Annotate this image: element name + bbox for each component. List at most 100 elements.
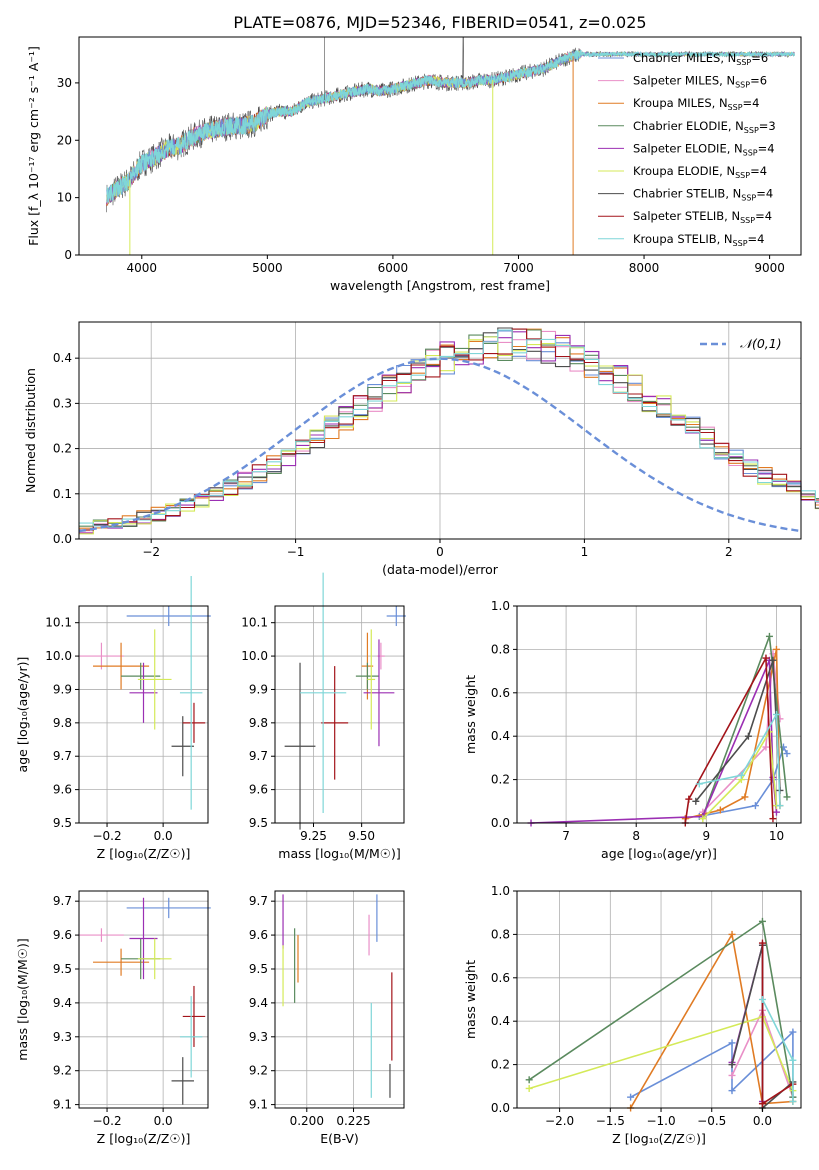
y-tick-label: 0.0 — [491, 816, 510, 830]
y-tick-label: 9.5 — [249, 962, 268, 976]
axes-frame — [516, 890, 802, 1109]
y-tick-label: 10.1 — [241, 616, 268, 630]
x-tick-label: 7 — [562, 829, 570, 843]
y-tick-label: 30 — [57, 76, 72, 90]
axes-frame — [274, 890, 405, 1109]
x-tick-label: −0.5 — [697, 1114, 726, 1128]
legend-suffix: =4 — [756, 187, 773, 201]
x-axis-label: age [log₁₀(age/yr)] — [601, 846, 717, 861]
y-tick-label: 9.6 — [249, 783, 268, 797]
y-tick-label: 9.5 — [249, 816, 268, 830]
x-tick-label: 7000 — [503, 261, 534, 275]
y-tick-label: 0.2 — [491, 1058, 510, 1072]
y-tick-label: 9.1 — [249, 1098, 268, 1112]
spectrum-legend: Chabrier MILES, NSSP=6 Salpeter MILES, NS… — [598, 51, 776, 248]
x-tick-label: 4000 — [127, 261, 158, 275]
x-tick-label: 0.0 — [154, 1114, 173, 1128]
y-tick-label: 10.1 — [45, 616, 72, 630]
x-tick-label: −2.0 — [545, 1114, 574, 1128]
y-tick-label: 9.7 — [53, 749, 72, 763]
y-tick-label: 0.8 — [491, 642, 510, 656]
weight-line-kroupa_elodie — [702, 729, 778, 820]
mass-weight-vs-age-panel: 7 8 9 10 0.0 0.2 0.4 0.6 0.8 1.0 age [log₁₀(age/yr… — [463, 599, 802, 861]
y-tick-label: 9.1 — [53, 1098, 72, 1112]
y-tick-label: 0.1 — [53, 487, 72, 501]
axes-frame — [78, 605, 209, 824]
y-tick-label: 0.2 — [491, 773, 510, 787]
y-tick-label: 9.5 — [53, 962, 72, 976]
x-tick-label: −0.2 — [92, 1114, 121, 1128]
legend-suffix: =6 — [751, 51, 768, 65]
x-tick-label: 9000 — [754, 261, 785, 275]
weight-line-kroupa_miles — [629, 932, 793, 1109]
y-tick-label: 9.3 — [53, 1030, 72, 1044]
x-tick-label: 8 — [632, 829, 640, 843]
weight-line-salpeter_miles — [702, 653, 781, 813]
y-tick-label: 10.0 — [45, 649, 72, 663]
spectrum-panel: Chabrier MILES, NSSP=6 Salpeter MILES, NS… — [26, 36, 802, 293]
y-tick-label: 0.6 — [491, 686, 510, 700]
x-tick-label: 0.225 — [336, 1114, 370, 1128]
x-axis-label: (data-model)/error — [382, 562, 499, 577]
axes-frame — [78, 890, 209, 1109]
y-axis-label: Flux [f_λ 10⁻¹⁷ erg cm⁻² s⁻¹ A⁻¹] — [26, 46, 41, 246]
y-tick-label: 0.0 — [491, 1101, 510, 1115]
legend-suffix: =3 — [759, 119, 776, 133]
y-tick-label: 0 — [64, 248, 72, 262]
x-tick-label: 1 — [581, 545, 589, 559]
y-tick-label: 0.4 — [491, 1014, 510, 1028]
y-tick-label: 9.7 — [249, 894, 268, 908]
legend-suffix: =4 — [755, 209, 772, 223]
x-axis-label: Z [log₁₀(Z/Z☉)] — [97, 1131, 191, 1146]
x-tick-label: 10 — [769, 829, 784, 843]
x-tick-label: 9.25 — [300, 829, 327, 843]
x-tick-label: 5000 — [252, 261, 283, 275]
y-tick-label: 10 — [57, 191, 72, 205]
y-tick-label: 9.7 — [53, 894, 72, 908]
y-tick-label: 9.4 — [249, 996, 268, 1010]
legend-subscript: SSP — [733, 239, 748, 248]
legend-suffix: =4 — [750, 164, 767, 178]
x-axis-label: Z [log₁₀(Z/Z☉)] — [97, 846, 191, 861]
y-tick-label: 9.3 — [249, 1030, 268, 1044]
weight-line-salpeter_stelib — [684, 655, 774, 824]
legend-label: Salpeter ELODIE, NSSP=4 — [633, 141, 775, 157]
legend-subscript: SSP — [741, 194, 756, 203]
y-axis-label: mass weight — [463, 675, 478, 754]
mass-vs-extinction-panel: 0.200 0.225 9.1 9.2 9.3 9.4 9.5 9.6 9.7 E(B-V) — [249, 890, 405, 1146]
x-tick-label: 0.200 — [290, 1114, 324, 1128]
y-tick-label: 9.6 — [53, 783, 72, 797]
y-tick-label: 0.8 — [491, 927, 510, 941]
legend-subscript: SSP — [740, 216, 755, 225]
residual-histogram-panel: 𝒩(0,1) −2 −1 0 1 2 0.0 0.1 0.2 0.3 0.4 (data-model)… — [23, 321, 819, 577]
x-axis-label: mass [log₁₀(M/M☉)] — [278, 846, 400, 861]
weight-line-kroupa_stelib — [699, 711, 781, 806]
legend-suffix: =4 — [758, 141, 775, 155]
y-tick-label: 0.4 — [491, 729, 510, 743]
x-tick-label: −1 — [287, 545, 305, 559]
legend-suffix: =6 — [750, 74, 767, 88]
legend-label: Chabrier ELODIE, NSSP=3 — [633, 119, 776, 135]
x-tick-label: 0.0 — [753, 1114, 772, 1128]
y-tick-label: 9.2 — [249, 1064, 268, 1078]
x-tick-label: −1.5 — [596, 1114, 625, 1128]
y-tick-label: 0.3 — [53, 396, 72, 410]
histogram-kroupa_elodie — [79, 336, 819, 535]
legend-subscript: SSP — [735, 81, 750, 90]
age-vs-mass-panel: 9.25 9.50 9.5 9.6 9.7 9.8 9.9 10.0 10.1 mass [log… — [241, 572, 406, 861]
y-tick-label: 0.4 — [53, 351, 72, 365]
y-tick-label: 9.9 — [53, 682, 72, 696]
legend-label: Salpeter STELIB, NSSP=4 — [633, 209, 772, 225]
legend-suffix: =4 — [743, 96, 760, 110]
y-tick-label: 0.2 — [53, 442, 72, 456]
y-axis-label: Normed distribution — [23, 368, 38, 493]
legend-subscript: SSP — [743, 148, 758, 157]
legend-subscript: SSP — [744, 126, 759, 135]
y-tick-label: 9.9 — [249, 682, 268, 696]
legend-suffix: =4 — [748, 232, 765, 246]
legend-label: Chabrier STELIB, NSSP=4 — [633, 187, 773, 203]
y-tick-label: 9.4 — [53, 996, 72, 1010]
legend-label: Salpeter MILES, NSSP=6 — [633, 74, 767, 90]
axes-frame — [274, 605, 405, 824]
